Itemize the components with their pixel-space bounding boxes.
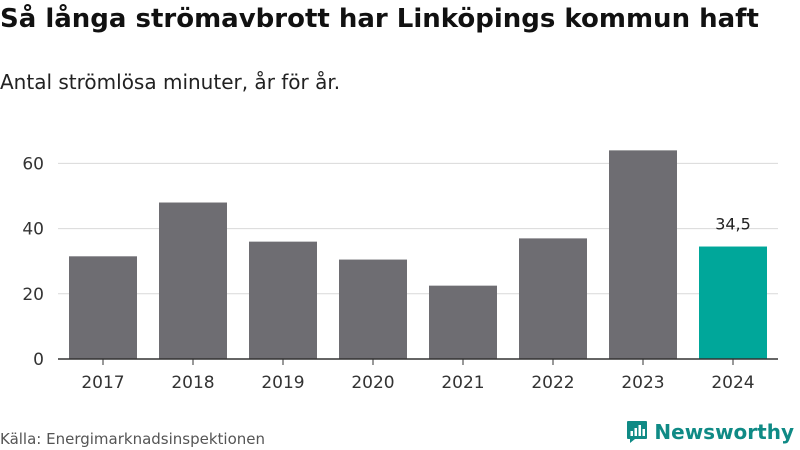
x-tick-label: 2024 — [711, 373, 754, 393]
bar — [249, 241, 317, 359]
bar — [69, 256, 137, 359]
x-tick-label: 2018 — [171, 373, 214, 393]
brand-name: Newsworthy — [654, 420, 794, 444]
bar — [519, 238, 587, 359]
x-tick-label: 2019 — [261, 373, 304, 393]
bar — [339, 259, 407, 359]
bar — [699, 246, 767, 359]
y-tick-label: 0 — [33, 350, 44, 370]
x-tick-label: 2021 — [441, 373, 484, 393]
chart-subtitle: Antal strömlösa minuter, år för år. — [0, 70, 341, 94]
chart-title: Så långa strömavbrott har Linköpings kom… — [0, 4, 759, 34]
bar — [429, 285, 497, 359]
brand-logo[interactable]: Newsworthy — [626, 420, 794, 444]
y-tick-label: 40 — [22, 220, 44, 240]
x-tick-label: 2020 — [351, 373, 394, 393]
y-tick-label: 60 — [22, 154, 44, 174]
data-label: 34,5 — [715, 215, 751, 234]
x-tick-label: 2023 — [621, 373, 664, 393]
x-tick-label: 2017 — [81, 373, 124, 393]
newsworthy-logo-icon — [627, 421, 648, 443]
bar-chart: 0 20 40 60 2017 2018 2019 2020 2021 2022 2023 2024 3… — [22, 150, 778, 393]
y-tick-label: 20 — [22, 285, 44, 305]
bar — [159, 202, 227, 359]
x-tick-label: 2022 — [531, 373, 574, 393]
bar — [609, 150, 677, 359]
source-note: Källa: Energimarknadsinspektionen — [0, 430, 266, 448]
